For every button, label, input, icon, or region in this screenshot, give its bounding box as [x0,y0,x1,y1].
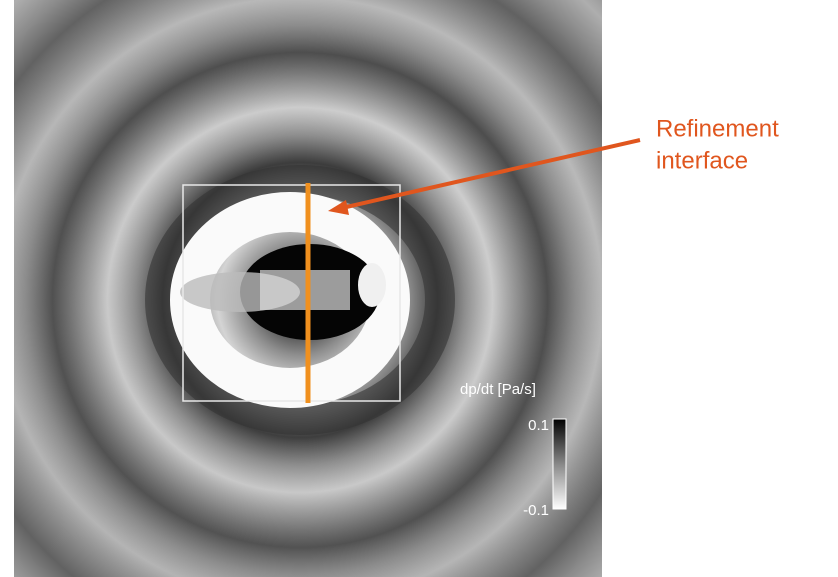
colorbar-label: dp/dt [Pa/s] [460,381,536,398]
page: Refinement interface dp/dt [Pa/s] 0.1 -0… [0,0,838,577]
figure: Refinement interface dp/dt [Pa/s] 0.1 -0… [0,0,838,577]
colorbar-tick: 0.1 [528,417,549,434]
colorbar [553,419,566,509]
annotation: Refinement [656,115,779,142]
colorbar-tick: -0.1 [523,502,549,519]
annotation: interface [656,147,748,174]
